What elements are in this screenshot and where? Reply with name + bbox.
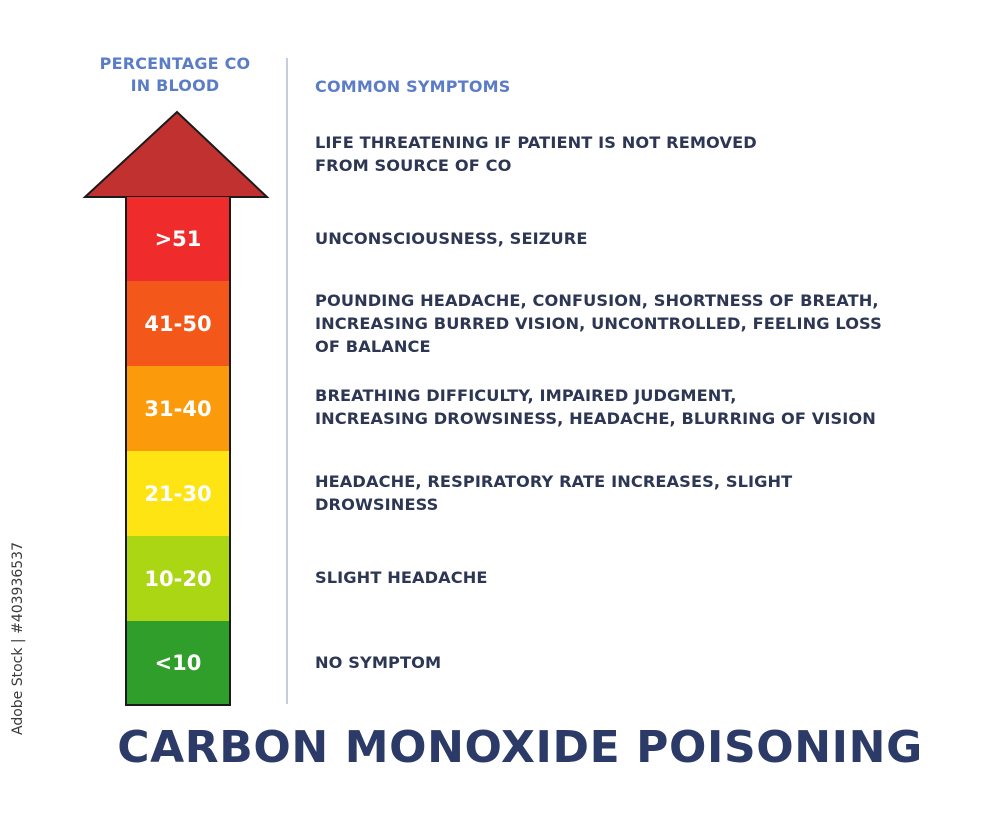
level-band-41-50: 41-50 — [125, 281, 231, 366]
symptoms-header: COMMON SYMPTOMS — [315, 77, 511, 96]
column-divider — [286, 58, 288, 704]
level-label: <10 — [154, 650, 202, 675]
symptom-line: POUNDING HEADACHE, CONFUSION, SHORTNESS … — [315, 291, 879, 310]
symptom-under-10: NO SYMPTOM — [315, 651, 955, 674]
symptom-line: INCREASING DROWSINESS, HEADACHE, BLURRIN… — [315, 409, 876, 428]
symptom-line: HEADACHE, RESPIRATORY RATE INCREASES, SL… — [315, 472, 793, 491]
level-label: 41-50 — [144, 311, 212, 336]
level-band-10-20: 10-20 — [125, 536, 231, 621]
symptom-10-20: SLIGHT HEADACHE — [315, 566, 955, 589]
symptom-line: BREATHING DIFFICULTY, IMPAIRED JUDGMENT, — [315, 386, 737, 405]
symptom-line: NO SYMPTOM — [315, 653, 442, 672]
symptom-line: SLIGHT HEADACHE — [315, 568, 488, 587]
page-title: CARBON MONOXIDE POISONING — [117, 722, 923, 773]
level-label: >51 — [154, 227, 202, 251]
up-arrow-head-icon — [82, 110, 270, 198]
percentage-header-line2: IN BLOOD — [130, 76, 220, 95]
level-label: 21-30 — [144, 481, 212, 506]
symptom-line: LIFE THREATENING IF PATIENT IS NOT REMOV… — [315, 133, 757, 152]
symptom-31-40: BREATHING DIFFICULTY, IMPAIRED JUDGMENT,… — [315, 384, 955, 430]
symptom-21-30: HEADACHE, RESPIRATORY RATE INCREASES, SL… — [315, 470, 955, 516]
level-label: 10-20 — [144, 566, 212, 591]
symptom-line: FROM SOURCE OF CO — [315, 156, 512, 175]
symptom-over-51: UNCONSCIOUSNESS, SEIZURE — [315, 227, 955, 250]
symptom-life-threatening: LIFE THREATENING IF PATIENT IS NOT REMOV… — [315, 131, 955, 177]
symptom-41-50: POUNDING HEADACHE, CONFUSION, SHORTNESS … — [315, 289, 955, 358]
level-label: 31-40 — [144, 396, 212, 421]
level-band-under-10: <10 — [125, 621, 231, 706]
symptom-line: DROWSINESS — [315, 495, 439, 514]
symptom-line: INCREASING BURRED VISION, UNCONTROLLED, … — [315, 314, 882, 333]
level-band-over-51: >51 — [125, 197, 231, 281]
percentage-header-line1: PERCENTAGE CO — [99, 54, 251, 73]
symptom-line: OF BALANCE — [315, 337, 431, 356]
stock-watermark-id: Adobe Stock | #403936537 — [10, 542, 26, 735]
percentage-header: PERCENTAGE CO IN BLOOD — [80, 53, 270, 97]
symptom-line: UNCONSCIOUSNESS, SEIZURE — [315, 229, 588, 248]
level-band-21-30: 21-30 — [125, 451, 231, 536]
level-band-31-40: 31-40 — [125, 366, 231, 451]
